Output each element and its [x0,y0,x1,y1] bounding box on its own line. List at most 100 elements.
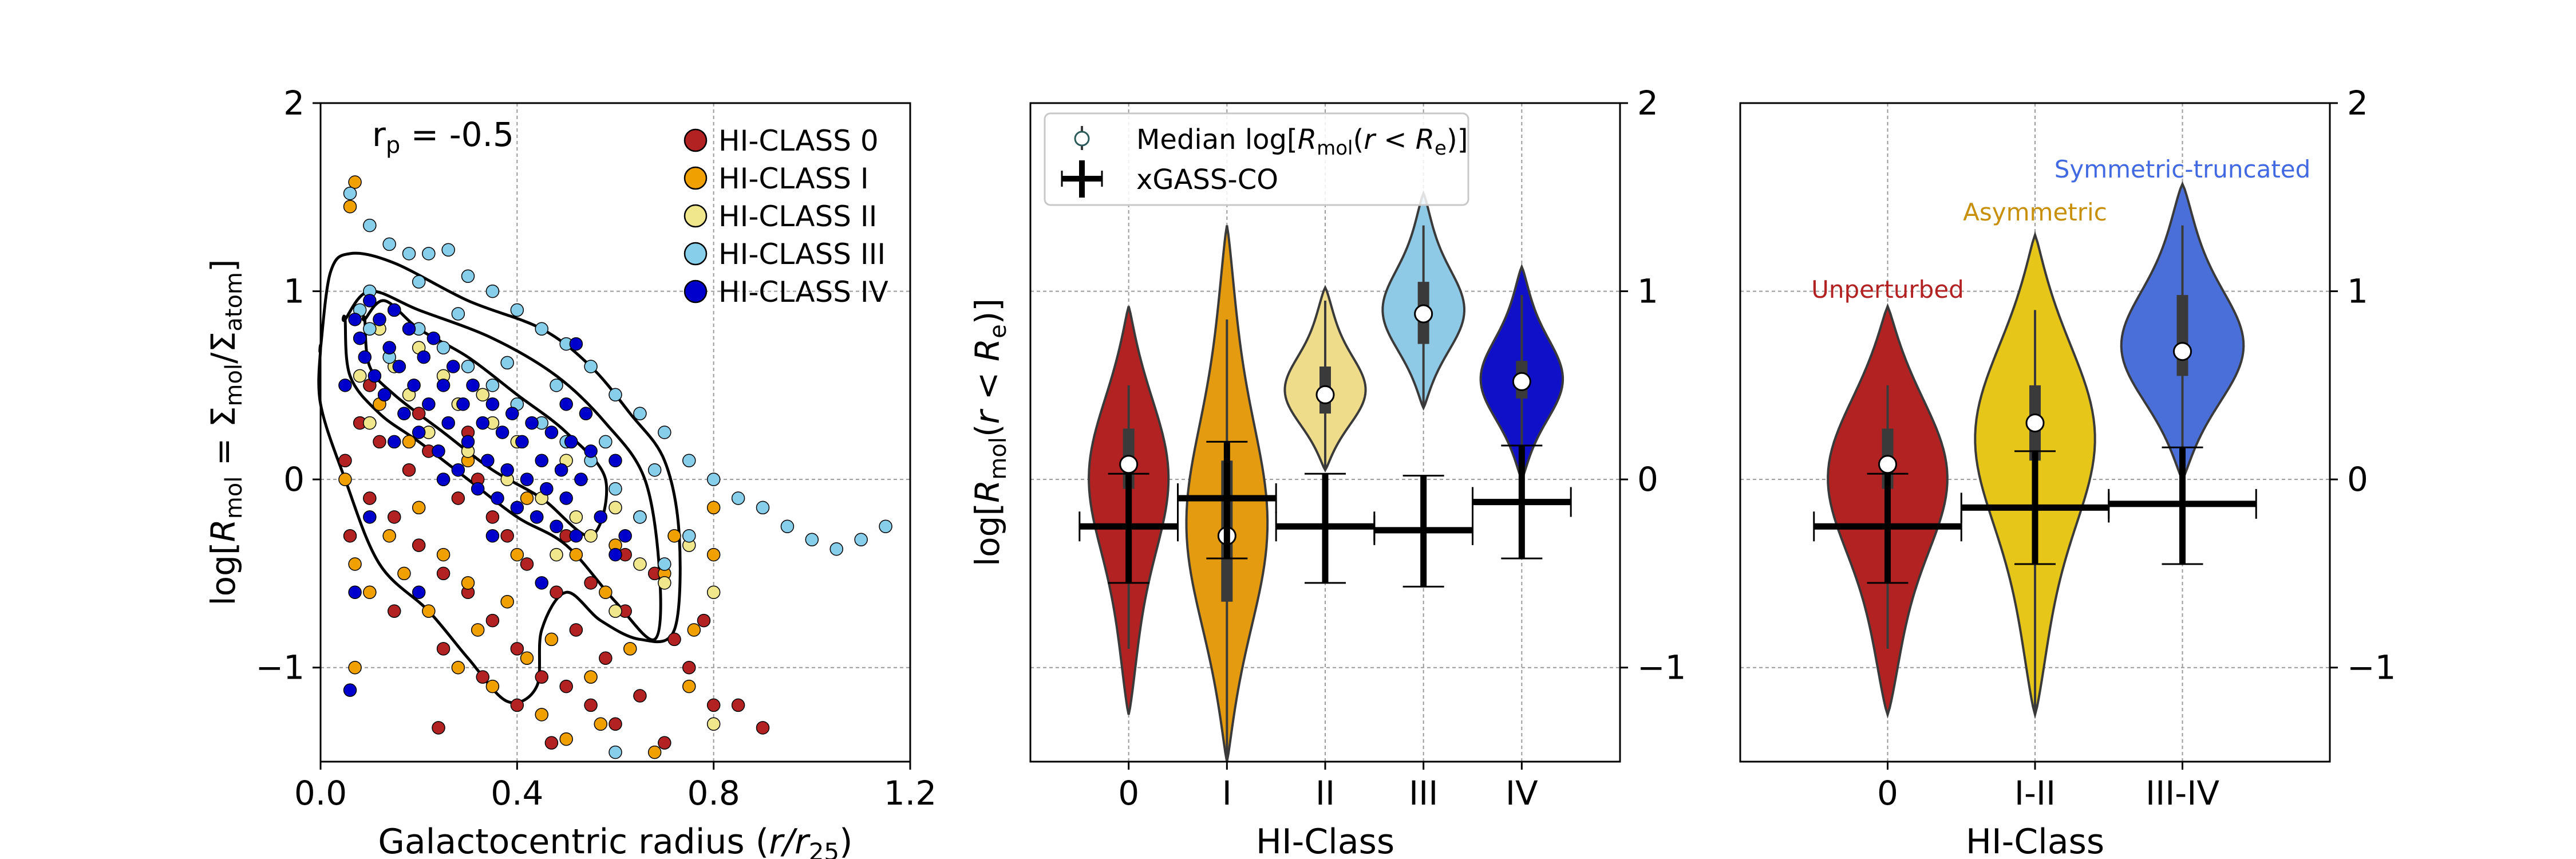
scatter-point [373,435,386,449]
x-tick-label: 0.4 [491,774,543,813]
x-tick-label: 0.8 [688,774,740,813]
scatter-point [569,623,583,637]
scatter-point [451,463,465,477]
scatter-point [520,472,534,486]
scatter-point [358,350,372,364]
axes-frame [319,102,911,763]
scatter-point [559,397,573,411]
legend-marker [683,242,708,266]
scatter-point [422,397,436,411]
class-annotation: Unperturbed [1811,275,1964,304]
scatter-point [550,547,563,562]
scatter-point [461,360,475,373]
scatter-point [485,613,500,628]
violin-median-marker [2025,413,2045,433]
y-tick-label: −1 [1637,648,1686,687]
scatter-point [353,369,367,383]
scatter-point [515,435,529,449]
scatter-point [584,444,598,458]
scatter-point [353,331,367,345]
scatter-point [879,519,892,534]
scatter-point [397,566,411,581]
scatter-point [348,585,362,600]
axis-ticks: 0 I-II III-IV −1 0 1 2 [1877,84,2396,813]
scatter-point [402,247,416,261]
legend-marker [683,279,708,304]
scatter-point [447,360,460,373]
scatter-point [609,454,622,468]
scatter-point [412,425,426,439]
scatter-point [500,463,514,477]
scatter-point [338,379,352,392]
y-tick-label: 2 [1637,84,1658,123]
scatter-point [363,294,377,308]
scatter-point [609,482,622,496]
scatter-point [500,594,514,609]
scatter-point [476,416,489,430]
legend-label: HI-CLASS II [718,200,877,233]
scatter-point [363,218,377,233]
scatter-point [436,472,451,486]
class-annotation: Asymmetric [1963,198,2107,226]
legend-label-median: Median log[Rmol(r < Re)] [1136,124,1468,160]
scatter-point [554,463,568,477]
scatter-point [412,407,426,420]
scatter-point [667,632,681,647]
scatter-point [623,642,637,656]
scatter-point [520,557,534,571]
scatter-point [520,491,534,505]
scatter-point [658,425,671,439]
scatter-point [441,243,455,257]
scatter-point [599,585,613,600]
scatter-point [495,425,509,439]
scatter-point [402,463,416,477]
scatter-point [658,736,671,750]
scatter-point [706,698,721,712]
scatter-point [731,491,745,505]
legend: HI-CLASS 0 HI-CLASS I HI-CLASS II HI-CLASS … [683,124,888,309]
scatter-point [569,510,583,524]
panel-violin-3class: 0 I-II III-IV −1 0 1 2 Unperturbed Asymmetric Sy… [1739,84,2396,859]
x-tick-label: 1.2 [884,774,937,813]
scatter-point [706,547,721,562]
scatter-point [485,379,500,392]
scatter-point [520,651,534,665]
x-tick-label: II [1315,774,1335,813]
scatter-point [461,269,475,283]
scatter-point [530,510,544,524]
density-contour [341,289,662,641]
scatter-point [579,407,593,420]
scatter-point [535,322,548,336]
x-tick-label: I [1222,774,1232,813]
legend-box [1044,112,1469,206]
scatter-point [756,721,770,735]
scatter-point [609,745,622,759]
scatter-point [706,585,721,600]
scatter-point [550,379,563,392]
scatter-point [412,538,426,552]
scatter-point [544,425,559,439]
scatter-point [476,670,489,684]
scatter-points [338,175,892,759]
scatter-point [687,623,701,637]
scatter-point [343,683,357,697]
scatter-point [377,388,392,402]
scatter-point [609,604,622,618]
scatter-point [451,660,465,675]
class-annotations: Unperturbed Asymmetric Symmetric-truncated [1811,155,2310,304]
scatter-point [363,585,377,600]
scatter-point [412,275,426,289]
legend-median-icon [1074,131,1090,147]
scatter-point [382,237,396,251]
x-tick-label: IV [1506,774,1538,813]
scatter-point [535,670,548,684]
scatter-point [731,698,745,712]
scatter-point [584,576,598,590]
scatter-point [780,519,795,534]
legend-marker [683,166,708,190]
scatter-point [373,313,386,326]
scatter-point [584,670,598,684]
scatter-point [451,307,465,321]
scatter-point [422,247,436,261]
